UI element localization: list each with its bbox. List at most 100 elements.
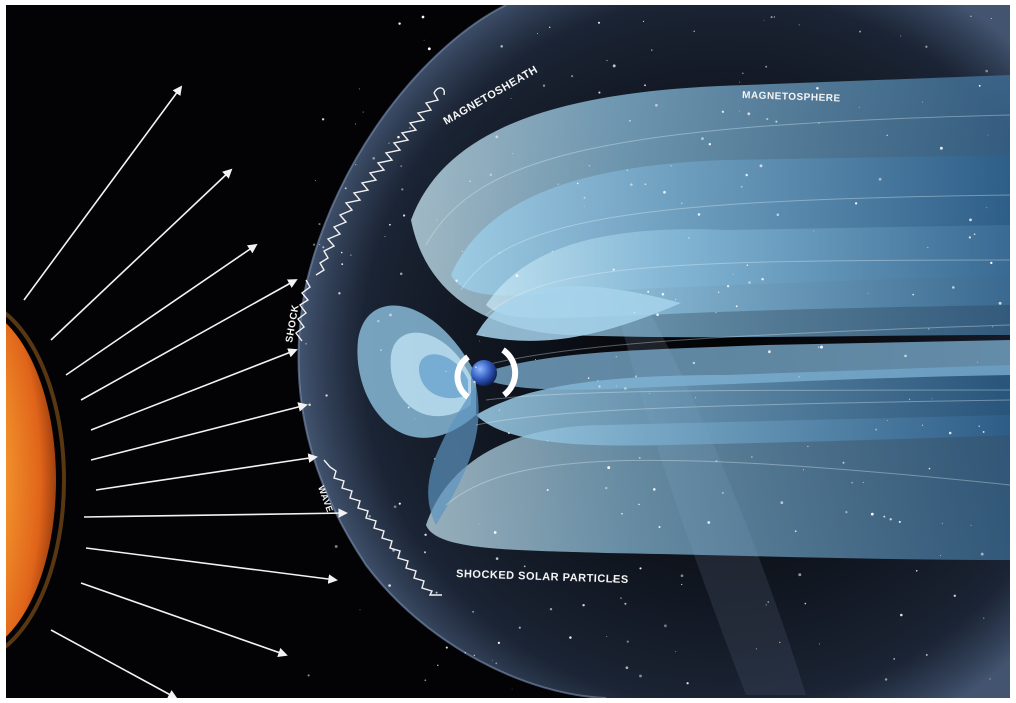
star bbox=[941, 522, 943, 524]
star bbox=[819, 643, 821, 645]
star bbox=[466, 357, 470, 361]
magnetosphere-diagram: MAGNETOSHEATH MAGNETOSPHERE SHOCK WAVE S… bbox=[6, 5, 1010, 698]
star bbox=[780, 501, 784, 505]
star bbox=[642, 20, 645, 22]
star bbox=[401, 188, 404, 191]
star bbox=[904, 354, 907, 358]
star bbox=[634, 375, 638, 378]
star bbox=[655, 103, 658, 107]
star bbox=[990, 17, 992, 20]
star bbox=[393, 505, 397, 509]
star bbox=[766, 117, 769, 121]
star bbox=[512, 153, 514, 155]
star bbox=[587, 377, 590, 379]
star bbox=[670, 165, 672, 167]
star bbox=[908, 398, 911, 401]
star bbox=[569, 636, 572, 639]
star bbox=[628, 119, 631, 122]
star bbox=[931, 398, 933, 400]
star bbox=[747, 112, 751, 116]
star bbox=[483, 334, 484, 336]
star bbox=[305, 342, 307, 345]
star bbox=[434, 458, 436, 460]
star bbox=[437, 664, 439, 666]
star bbox=[358, 88, 360, 90]
star bbox=[708, 143, 711, 146]
star bbox=[318, 223, 321, 226]
star bbox=[886, 134, 888, 137]
star bbox=[739, 110, 741, 112]
star bbox=[675, 651, 677, 653]
star bbox=[928, 467, 931, 470]
star bbox=[770, 16, 773, 19]
star bbox=[893, 658, 896, 660]
star bbox=[571, 75, 574, 78]
star bbox=[715, 312, 717, 314]
star bbox=[473, 380, 476, 384]
star bbox=[644, 84, 646, 87]
sheath-hook-arrow bbox=[433, 87, 446, 96]
star bbox=[692, 361, 696, 365]
star bbox=[748, 281, 751, 284]
star bbox=[400, 165, 403, 168]
star bbox=[598, 91, 601, 94]
star bbox=[983, 617, 985, 619]
star bbox=[389, 223, 391, 226]
star bbox=[576, 182, 579, 185]
star bbox=[804, 602, 807, 605]
star bbox=[583, 206, 585, 208]
star bbox=[445, 646, 448, 649]
star bbox=[675, 299, 677, 301]
star bbox=[547, 440, 548, 442]
star bbox=[492, 660, 494, 662]
star bbox=[925, 45, 928, 48]
star bbox=[870, 512, 874, 516]
star bbox=[368, 515, 371, 518]
star bbox=[597, 21, 601, 24]
star bbox=[820, 345, 823, 349]
star bbox=[927, 328, 930, 330]
star bbox=[588, 164, 591, 167]
star bbox=[915, 569, 918, 572]
star bbox=[355, 164, 357, 166]
solar-wind-arrows bbox=[23, 85, 348, 698]
star bbox=[549, 607, 553, 611]
star bbox=[653, 488, 656, 491]
star bbox=[625, 666, 629, 670]
star bbox=[798, 24, 800, 26]
star bbox=[982, 430, 985, 433]
star bbox=[626, 169, 628, 171]
star bbox=[732, 273, 734, 275]
star bbox=[518, 626, 521, 629]
star bbox=[761, 277, 764, 281]
star bbox=[973, 233, 976, 236]
star bbox=[359, 609, 361, 611]
star bbox=[922, 424, 924, 426]
star bbox=[953, 594, 957, 598]
star bbox=[322, 246, 325, 249]
star bbox=[607, 466, 611, 470]
star bbox=[735, 305, 738, 308]
star bbox=[469, 180, 472, 183]
star bbox=[549, 26, 551, 28]
star bbox=[681, 583, 683, 586]
star bbox=[606, 635, 608, 637]
star bbox=[638, 456, 641, 459]
star bbox=[325, 394, 328, 397]
star bbox=[794, 530, 797, 533]
star bbox=[701, 137, 704, 140]
star bbox=[842, 461, 845, 464]
star bbox=[773, 16, 776, 18]
star bbox=[546, 488, 549, 492]
star bbox=[985, 69, 989, 73]
star bbox=[341, 263, 344, 266]
star bbox=[489, 173, 493, 177]
star bbox=[978, 425, 980, 427]
star bbox=[510, 97, 512, 100]
star bbox=[340, 251, 343, 254]
star bbox=[726, 284, 730, 288]
star bbox=[621, 512, 623, 515]
star bbox=[889, 518, 892, 521]
star bbox=[992, 326, 994, 328]
star bbox=[851, 482, 853, 484]
